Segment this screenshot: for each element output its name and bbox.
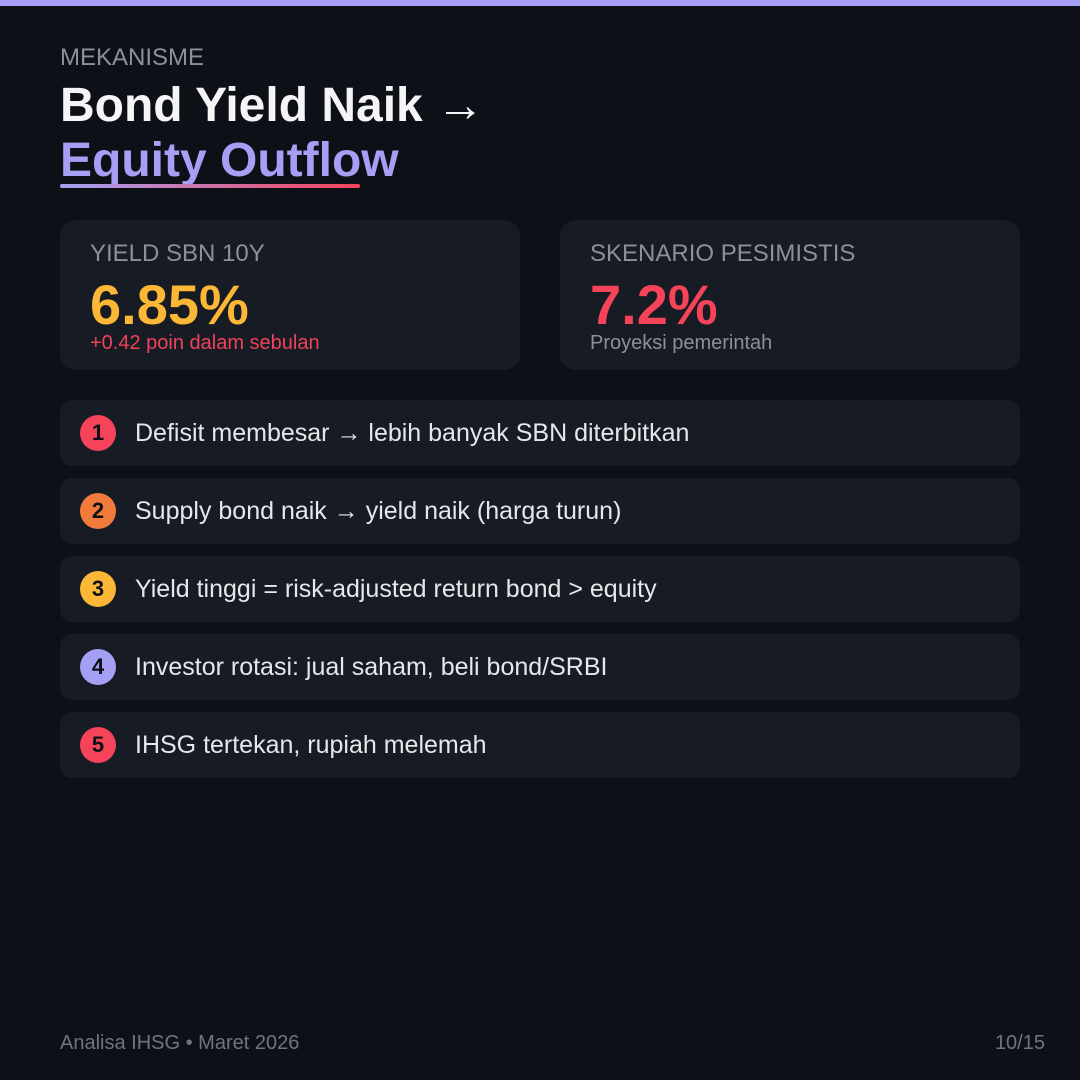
underline	[60, 184, 360, 188]
step-row: 4 Investor rotasi: jual saham, beli bond/…	[60, 634, 1020, 700]
step-row: 5 IHSG tertekan, rupiah melemah	[60, 712, 1020, 778]
step-badge: 3	[80, 571, 116, 607]
footer-source: Analisa IHSG • Maret 2026	[60, 1032, 300, 1054]
stat-label: YIELD SBN 10Y	[90, 240, 265, 267]
step-text: Defisit membesar → lebih banyak SBN dite…	[135, 419, 690, 447]
stat-value: 6.85%	[90, 273, 249, 336]
stat-label: SKENARIO PESIMISTIS	[590, 240, 856, 267]
step-badge: 5	[80, 727, 116, 763]
step-row: 1 Defisit membesar → lebih banyak SBN dit…	[60, 400, 1020, 466]
step-badge: 4	[80, 649, 116, 685]
step-text: IHSG tertekan, rupiah melemah	[135, 731, 487, 759]
step-badge: 1	[80, 415, 116, 451]
step-text: Yield tinggi = risk-adjusted return bond…	[135, 575, 657, 603]
eyebrow: MEKANISME	[60, 44, 205, 71]
title: Bond Yield Naik →	[60, 79, 485, 132]
step-text: Investor rotasi: jual saham, beli bond/S…	[135, 653, 608, 681]
step-row: 3 Yield tinggi = risk-adjusted return bon…	[60, 556, 1020, 622]
title-highlight: Equity Outflow	[60, 134, 399, 187]
step-row: 2 Supply bond naik → yield naik (harga tu…	[60, 478, 1020, 544]
stat-note: Proyeksi pemerintah	[590, 332, 773, 354]
top-bar	[0, 0, 1080, 6]
stat-card: YIELD SBN 10Y 6.85% +0.42 poin dalam seb…	[60, 220, 520, 370]
step-text: Supply bond naik → yield naik (harga tur…	[135, 497, 622, 525]
stat-value: 7.2%	[590, 273, 718, 336]
page-number: 10/15	[994, 1032, 1045, 1054]
stat-card: SKENARIO PESIMISTIS 7.2% Proyeksi pemeri…	[560, 220, 1020, 370]
stat-note: +0.42 poin dalam sebulan	[90, 332, 320, 354]
step-badge: 2	[80, 493, 116, 529]
